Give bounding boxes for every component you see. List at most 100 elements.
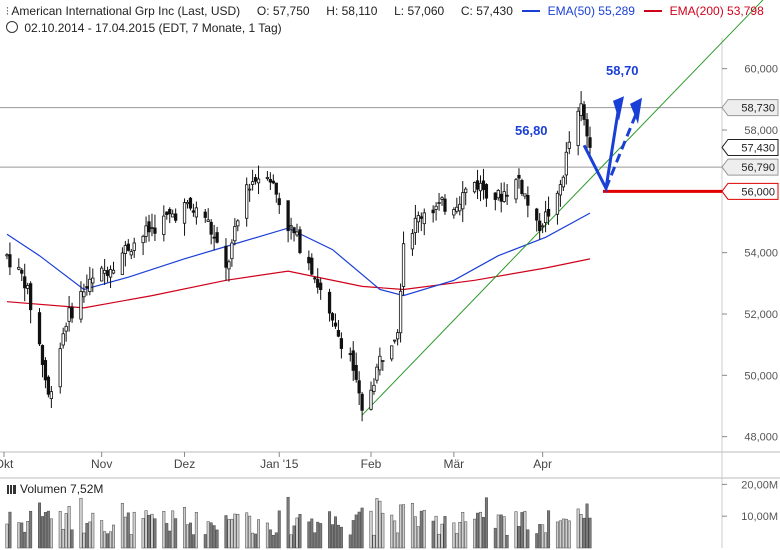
price-tick-label: 50,000: [744, 370, 778, 382]
candle-body: [543, 211, 548, 224]
price-tag: [721, 138, 779, 156]
candle-body: [271, 180, 275, 184]
candle-body: [360, 393, 364, 411]
candle-body: [555, 192, 560, 215]
candle-body: [398, 290, 403, 334]
candle-body: [91, 277, 95, 284]
time-tick-label: Jan '15: [260, 457, 299, 471]
candle-body: [245, 184, 249, 219]
volume-bar: [168, 530, 172, 549]
candle-body: [369, 389, 373, 410]
volume-bar: [58, 511, 62, 549]
candle-body: [422, 212, 426, 225]
candle-body: [250, 181, 255, 185]
volume-bar: [203, 534, 207, 549]
candle-body: [265, 177, 270, 179]
candle-body: [434, 205, 438, 210]
candle-body: [248, 188, 252, 191]
candle-body: [215, 232, 219, 243]
volume-bar: [372, 534, 376, 549]
candles: [5, 91, 592, 422]
volume-bar: [458, 522, 462, 549]
ema50-label: EMA(50): [547, 4, 595, 18]
volume-bar: [162, 510, 166, 549]
close-value: C: 57,430: [460, 4, 513, 18]
volume-bar: [274, 532, 278, 549]
volume-bar: [188, 522, 192, 549]
volume-tick-label: 20,00M: [741, 479, 778, 491]
candle-body: [224, 245, 228, 268]
candle-body: [576, 110, 580, 146]
candle-body: [82, 291, 86, 298]
volume-bar: [295, 517, 299, 549]
volume-bar: [390, 514, 394, 549]
candle-body: [153, 227, 157, 234]
volume-bar: [357, 511, 361, 549]
volume-bar: [46, 510, 50, 549]
volume-bar: [268, 529, 272, 549]
volume-bar: [248, 515, 252, 549]
candle-body: [256, 178, 261, 184]
candle-body: [147, 221, 151, 233]
candle-body: [141, 235, 145, 244]
volume-bar: [443, 516, 447, 549]
volume-bar: [43, 512, 47, 549]
volume-bar: [29, 510, 33, 549]
candle-body: [209, 221, 213, 235]
volume-bar: [174, 518, 178, 549]
volume-bar: [369, 510, 373, 549]
volume-bar: [150, 513, 154, 549]
price-grid: [0, 38, 780, 548]
candle-body: [437, 202, 441, 204]
volume-bar: [227, 519, 231, 549]
candle-body: [395, 332, 400, 340]
volume-bar: [88, 521, 92, 549]
candle-body: [70, 306, 74, 319]
candle-body: [23, 276, 27, 289]
candle-body: [129, 251, 133, 256]
candle-body: [111, 269, 116, 274]
volume-bar: [476, 512, 480, 549]
volume-bar: [38, 502, 41, 549]
volume-bar: [100, 520, 104, 549]
volume-bar: [20, 522, 24, 549]
candle-body: [354, 364, 358, 380]
volume-bar: [112, 524, 115, 549]
volume-bar: [289, 534, 293, 549]
date-range-row: 02.10.2014 - 17.04.2015 (EDT, 7 Monate, …: [6, 21, 282, 35]
candle-body: [372, 384, 376, 392]
candle-body: [174, 213, 178, 221]
volume-bar: [499, 514, 503, 549]
candle-body: [357, 380, 361, 394]
time-tick-label: Feb: [361, 457, 382, 471]
volume-bar: [561, 518, 565, 549]
price-tick-label: 54,000: [744, 248, 778, 260]
horizontal-levels: [0, 107, 722, 193]
price-tag-label: 58,730: [741, 103, 775, 115]
candle-body: [123, 245, 127, 254]
volume-bar: [410, 502, 414, 549]
candle-body: [100, 267, 104, 282]
candle-body: [144, 225, 148, 237]
price-tag: [721, 99, 779, 117]
candle-body: [26, 285, 30, 289]
volume-bar: [91, 512, 95, 549]
candle-body: [46, 376, 51, 395]
candle-body: [313, 277, 317, 280]
volume-bar: [328, 511, 332, 549]
volume-bar: [354, 514, 358, 549]
volume-bar: [517, 526, 521, 549]
volume-bar: [419, 510, 423, 549]
candle-body: [327, 291, 332, 314]
volume-bar: [70, 529, 74, 549]
candle-body: [274, 182, 278, 195]
volume-bar: [61, 528, 65, 549]
candle-body: [40, 345, 45, 365]
volume-bar: [126, 512, 130, 549]
forecast-arrows: [582, 96, 642, 194]
candle-body: [206, 219, 210, 222]
volume-bar: [194, 512, 198, 549]
volume-value: 7,52M: [70, 482, 104, 496]
volume-bar: [555, 521, 559, 549]
candle-body: [253, 177, 258, 182]
